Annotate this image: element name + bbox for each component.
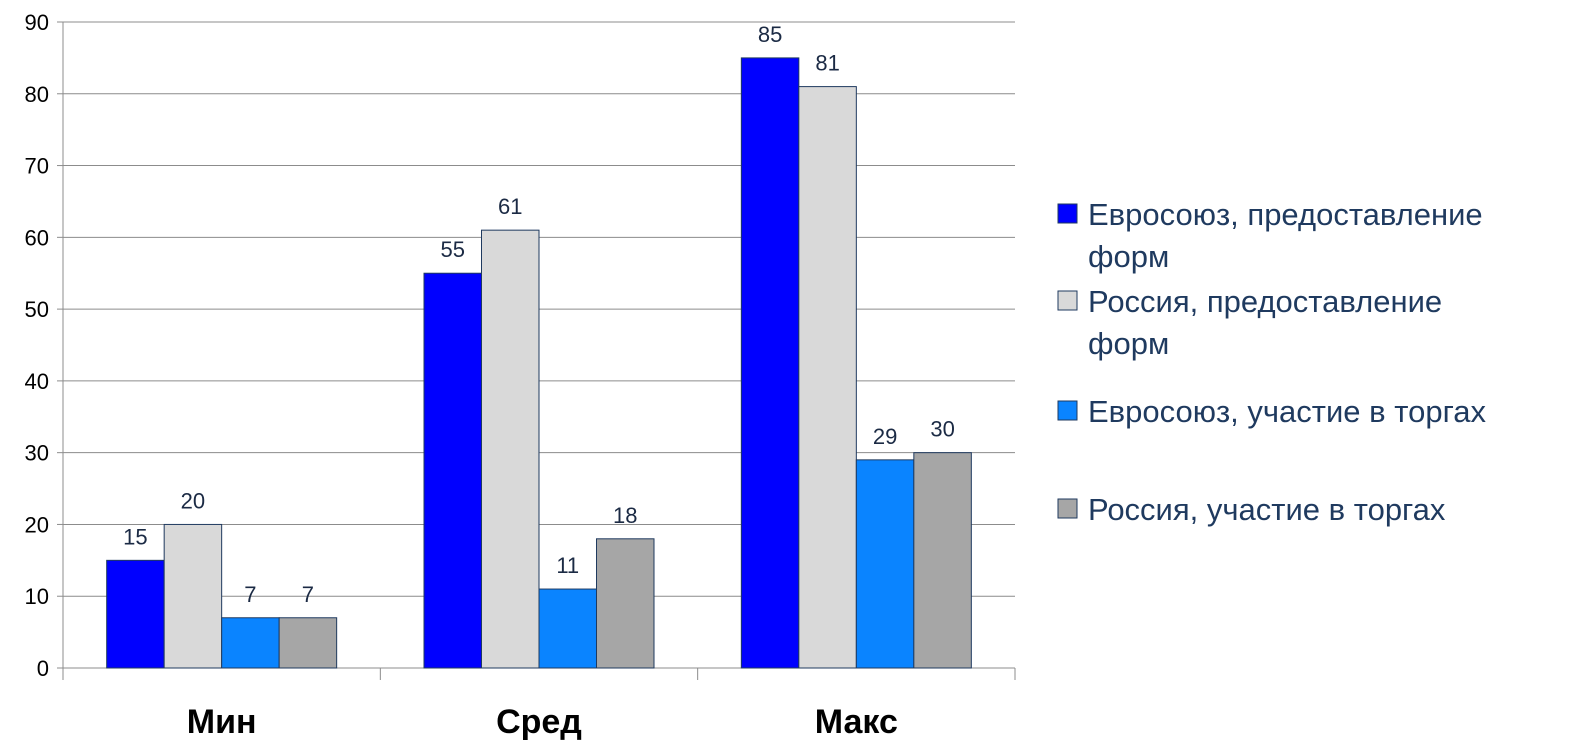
- bar: [538, 588, 597, 669]
- legend-label: Россия, предоставление: [1088, 284, 1442, 319]
- legend-label: форм: [1088, 239, 1169, 274]
- y-tick-label: 0: [37, 656, 49, 681]
- bar: [423, 272, 482, 669]
- legend-swatch: [1057, 290, 1078, 311]
- y-tick-label: 30: [25, 441, 49, 466]
- y-tick-label: 90: [25, 10, 49, 35]
- bar: [106, 559, 165, 669]
- data-label: 29: [873, 424, 897, 449]
- y-tick-label: 10: [25, 584, 49, 609]
- data-label: 81: [815, 51, 839, 76]
- bar: [596, 538, 655, 669]
- data-label: 7: [244, 582, 256, 607]
- data-label: 20: [181, 488, 205, 513]
- data-label: 61: [498, 194, 522, 219]
- bar: [913, 452, 972, 669]
- y-tick-label: 60: [25, 225, 49, 250]
- legend-label: Россия, участие в торгах: [1088, 492, 1446, 527]
- x-category-label: Макс: [815, 703, 898, 741]
- data-label: 30: [930, 417, 954, 442]
- x-category-label: Сред: [496, 703, 582, 741]
- bar: [221, 617, 280, 669]
- legend-label: форм: [1088, 326, 1169, 361]
- y-tick-label: 20: [25, 512, 49, 537]
- bar: [740, 57, 800, 669]
- data-label: 85: [758, 22, 782, 47]
- bar: [163, 523, 223, 669]
- y-tick-label: 80: [25, 82, 49, 107]
- data-label: 55: [441, 237, 465, 262]
- bar: [855, 459, 915, 669]
- y-tick-label: 40: [25, 369, 49, 394]
- x-category-label: Мин: [187, 703, 257, 741]
- y-tick-label: 70: [25, 154, 49, 179]
- legend-swatch: [1057, 203, 1078, 224]
- y-tick-label: 50: [25, 297, 49, 322]
- legend-label: Евросоюз, участие в торгах: [1088, 394, 1486, 429]
- legend-swatch: [1057, 400, 1078, 421]
- data-label: 18: [613, 503, 637, 528]
- data-label: 15: [123, 524, 147, 549]
- data-label: 11: [556, 553, 579, 578]
- bar: [798, 86, 857, 669]
- bar: [278, 617, 338, 669]
- legend-swatch: [1057, 498, 1078, 519]
- legend-label: Евросоюз, предоставление: [1088, 197, 1483, 232]
- data-label: 7: [302, 582, 314, 607]
- bar: [481, 229, 540, 669]
